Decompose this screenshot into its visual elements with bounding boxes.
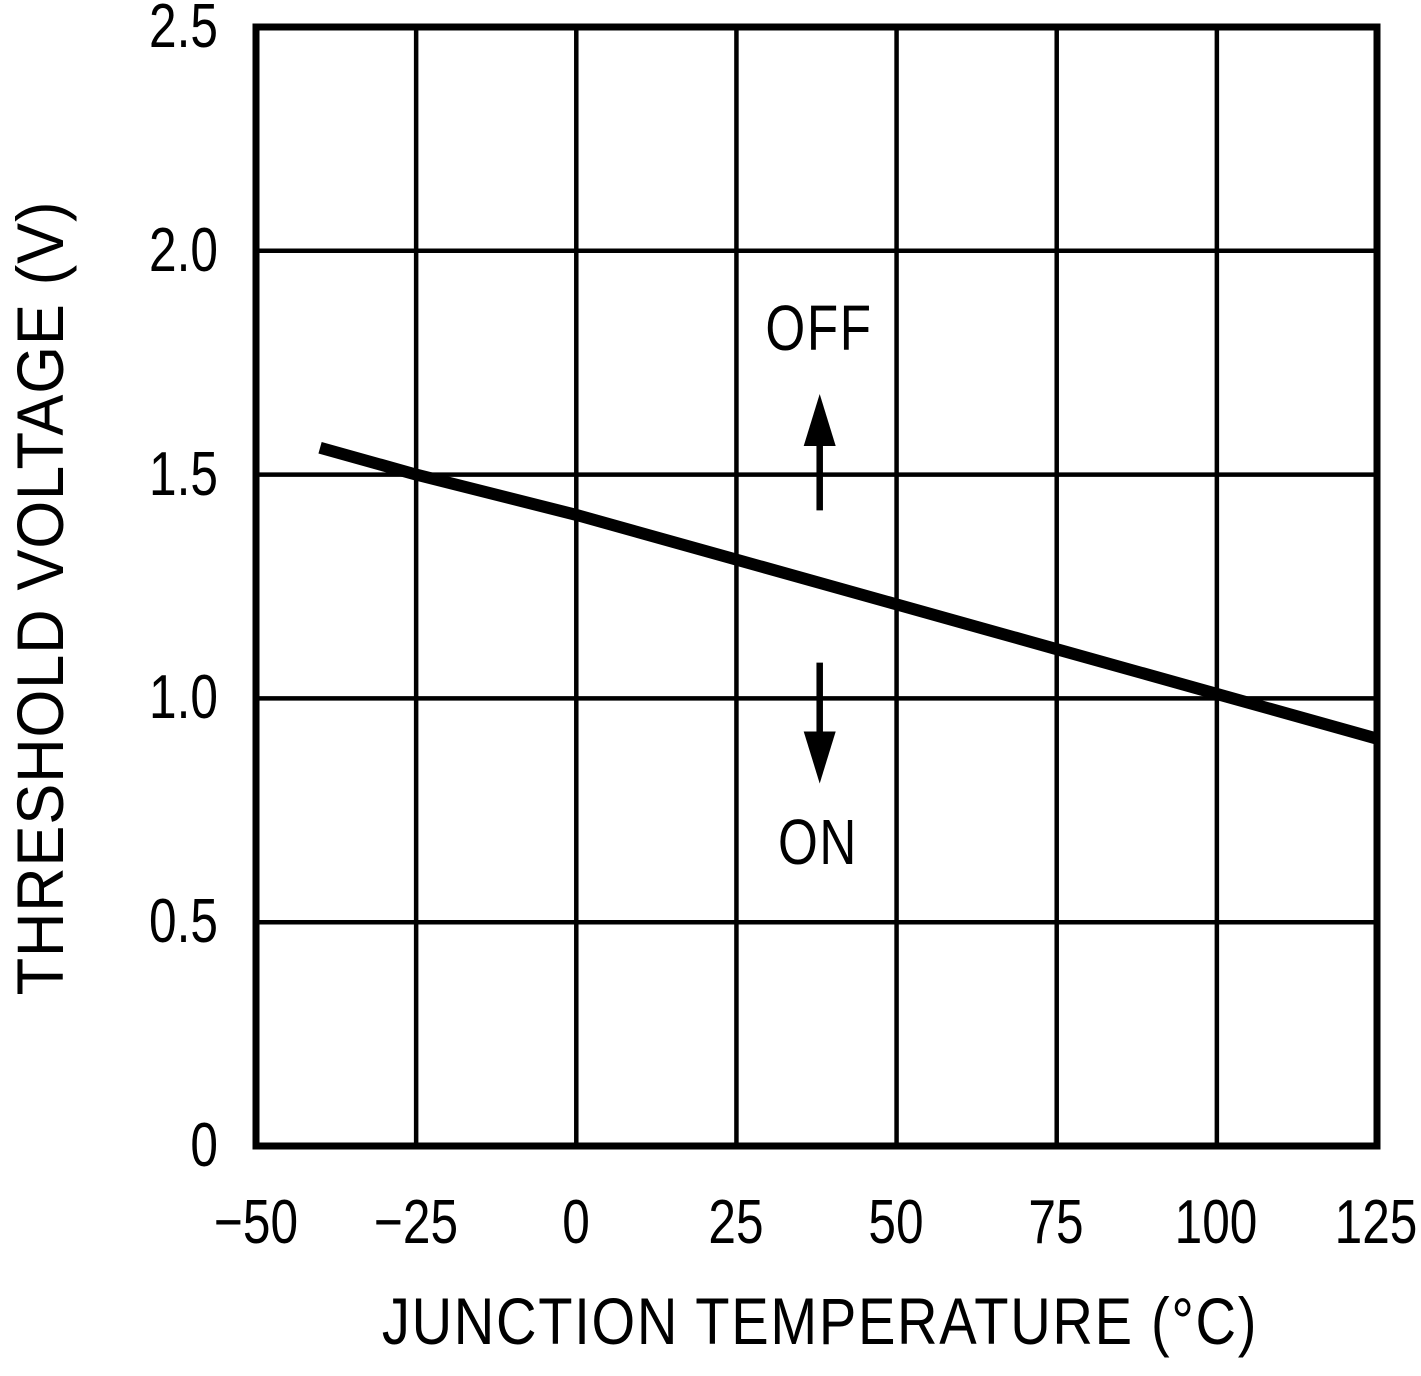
on-down-arrow-head [803, 731, 836, 784]
x-tick-label-50: 50 [868, 1188, 924, 1257]
y-axis-title: THRESHOLD VOLTAGE (V) [3, 200, 77, 996]
data-line [318, 441, 1379, 745]
x-tick-label-m25: −25 [373, 1188, 459, 1257]
x-tick-label-75: 75 [1028, 1188, 1084, 1257]
y-tick-label-2p5: 2.5 [149, 0, 218, 61]
x-tick-label-0: 0 [562, 1188, 590, 1257]
y-tick-label-1p0: 1.0 [149, 663, 218, 732]
x-axis-title: JUNCTION TEMPERATURE (°C) [381, 1284, 1259, 1358]
plot-border [252, 23, 1381, 1150]
off-up-arrow-head [803, 394, 836, 447]
x-tick-label-25: 25 [708, 1188, 764, 1257]
x-tick-label-m50: −50 [213, 1188, 299, 1257]
off-region-label: OFF [765, 292, 873, 364]
on-region-label: ON [778, 806, 858, 878]
x-tick-label-125: 125 [1334, 1188, 1418, 1257]
y-tick-label-2p0: 2.0 [149, 216, 218, 285]
x-tick-label-100: 100 [1174, 1188, 1258, 1257]
y-tick-label-1p5: 1.5 [149, 440, 218, 509]
y-tick-label-0: 0 [190, 1111, 218, 1180]
y-tick-label-0p5: 0.5 [149, 887, 218, 956]
